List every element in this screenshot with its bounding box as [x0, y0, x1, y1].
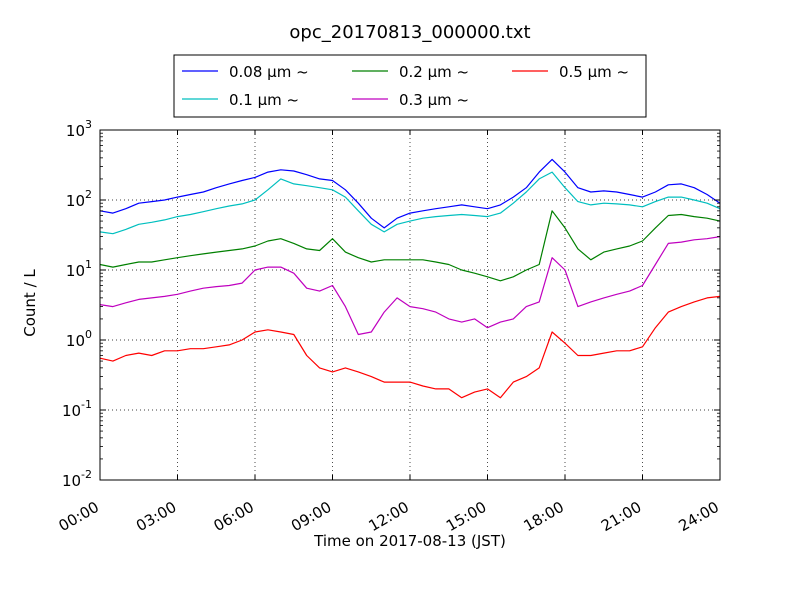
y-tick-label: 10-2	[62, 468, 92, 490]
legend-box	[173, 54, 647, 118]
legend-label-1: 0.1 μm ~	[229, 91, 299, 109]
series-line-1	[99, 171, 721, 235]
x-tick-label: 18:00	[521, 498, 567, 535]
legend-label-3: 0.3 μm ~	[399, 91, 469, 109]
x-tick-label: 03:00	[133, 498, 179, 535]
x-tick-label: 21:00	[598, 498, 644, 535]
y-tick-label: 103	[66, 118, 92, 140]
y-tick-base: 10	[66, 262, 85, 280]
chart-title: opc_20170813_000000.txt	[289, 22, 530, 43]
y-tick-base: 10	[62, 402, 81, 420]
y-tick-exponent: 2	[85, 188, 92, 201]
series-line-0	[99, 158, 721, 229]
x-tick-label: 09:00	[288, 498, 334, 535]
y-tick-exponent: 1	[85, 258, 92, 271]
x-tick-label: 12:00	[366, 498, 412, 535]
y-tick-base: 10	[66, 122, 85, 140]
plot-series	[99, 158, 721, 399]
x-axis-label: Time on 2017-08-13 (JST)	[313, 532, 506, 550]
x-tick-label: 00:00	[56, 498, 102, 535]
grid-lines	[100, 130, 720, 480]
legend-label-0: 0.08 μm ~	[229, 63, 309, 81]
x-tick-label: 06:00	[211, 498, 257, 535]
y-tick-label: 101	[66, 258, 92, 280]
y-tick-exponent: 3	[85, 118, 92, 131]
series-line-3	[99, 236, 721, 336]
y-tick-exponent: -2	[81, 468, 92, 481]
y-tick-label: 10-1	[62, 398, 92, 420]
y-axis-label: Count / L	[21, 269, 39, 337]
plot-frame	[99, 129, 721, 481]
legend-label-2: 0.2 μm ~	[399, 63, 469, 81]
series-line-4	[99, 295, 721, 399]
y-tick-base: 10	[66, 332, 85, 350]
series-line-2	[99, 210, 721, 282]
y-tick-exponent: -1	[81, 398, 92, 411]
y-tick-base: 10	[62, 472, 81, 490]
y-tick-label: 100	[66, 328, 92, 350]
legend: 0.08 μm ~ 0.1 μm ~ 0.2 μm ~ 0.3 μm ~ 0.5 μm …	[173, 54, 647, 118]
x-tick-label: 15:00	[443, 498, 489, 535]
axes: 00:00 03:00 06:00 09:00 12:00 15:00 18:00 21:00…	[56, 118, 722, 535]
y-tick-label: 102	[66, 188, 92, 210]
y-tick-base: 10	[66, 192, 85, 210]
legend-label-4: 0.5 μm ~	[559, 63, 629, 81]
y-tick-exponent: 0	[85, 328, 92, 341]
x-tick-label: 24:00	[676, 498, 722, 535]
